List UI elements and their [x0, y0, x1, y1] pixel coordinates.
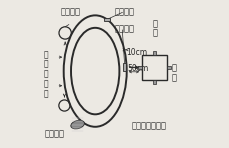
Text: 吸
管
バ
ン
ド: 吸 管 バ ン ド: [43, 50, 48, 98]
Text: 10cm: 10cm: [125, 48, 147, 57]
Text: 元吸管具: 元吸管具: [60, 7, 80, 16]
Ellipse shape: [71, 120, 84, 129]
Bar: [152, 51, 156, 55]
Bar: [166, 66, 170, 69]
Bar: [138, 66, 142, 69]
Text: 結合金具: 結合金具: [114, 7, 134, 16]
Bar: [142, 55, 166, 80]
Text: 放
口: 放 口: [171, 63, 176, 82]
Text: まくら木: まくら木: [114, 24, 134, 33]
Bar: [152, 80, 156, 83]
Bar: [104, 18, 109, 21]
Text: 50cm: 50cm: [127, 63, 148, 73]
Text: 小型動力ポンプ: 小型動力ポンプ: [131, 122, 166, 131]
Text: 先吸管具: 先吸管具: [44, 130, 64, 139]
Bar: [123, 63, 125, 71]
Text: 吸
口: 吸 口: [152, 19, 157, 38]
